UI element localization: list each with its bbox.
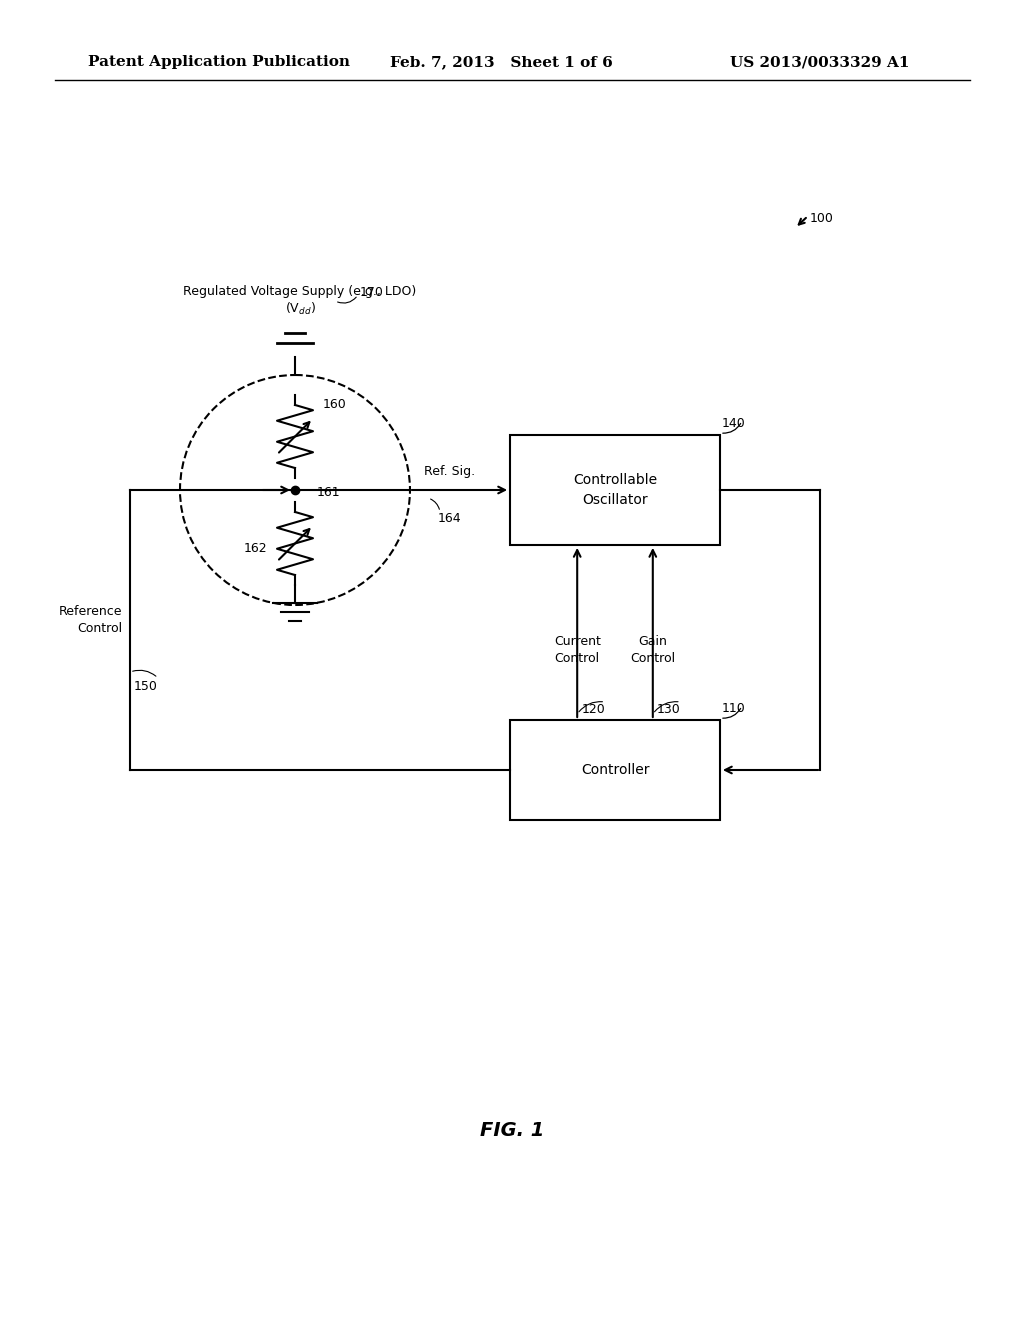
Bar xyxy=(510,436,720,545)
Text: FIG. 1: FIG. 1 xyxy=(480,1121,544,1139)
Text: 100: 100 xyxy=(810,211,834,224)
Text: 161: 161 xyxy=(317,486,341,499)
Text: Current
Control: Current Control xyxy=(554,635,601,665)
Text: Gain
Control: Gain Control xyxy=(630,635,676,665)
Text: Controllable
Oscillator: Controllable Oscillator xyxy=(573,474,657,507)
Text: Patent Application Publication: Patent Application Publication xyxy=(88,55,350,69)
Text: Ref. Sig.: Ref. Sig. xyxy=(424,465,475,478)
Text: 130: 130 xyxy=(656,704,681,715)
Text: 140: 140 xyxy=(722,417,745,430)
Text: 170: 170 xyxy=(360,286,384,300)
Text: Feb. 7, 2013   Sheet 1 of 6: Feb. 7, 2013 Sheet 1 of 6 xyxy=(390,55,612,69)
Bar xyxy=(510,719,720,820)
Text: Controller: Controller xyxy=(581,763,649,777)
Text: 120: 120 xyxy=(582,704,605,715)
Text: 160: 160 xyxy=(323,399,347,412)
Text: US 2013/0033329 A1: US 2013/0033329 A1 xyxy=(730,55,909,69)
Text: 150: 150 xyxy=(134,680,158,693)
Text: 164: 164 xyxy=(438,512,462,525)
Text: Reference
Control: Reference Control xyxy=(58,605,122,635)
Text: 110: 110 xyxy=(722,702,745,715)
Text: (V$_{dd}$): (V$_{dd}$) xyxy=(285,301,315,317)
Text: Regulated Voltage Supply (e.g., LDO): Regulated Voltage Supply (e.g., LDO) xyxy=(183,285,417,297)
Text: 162: 162 xyxy=(244,543,267,554)
